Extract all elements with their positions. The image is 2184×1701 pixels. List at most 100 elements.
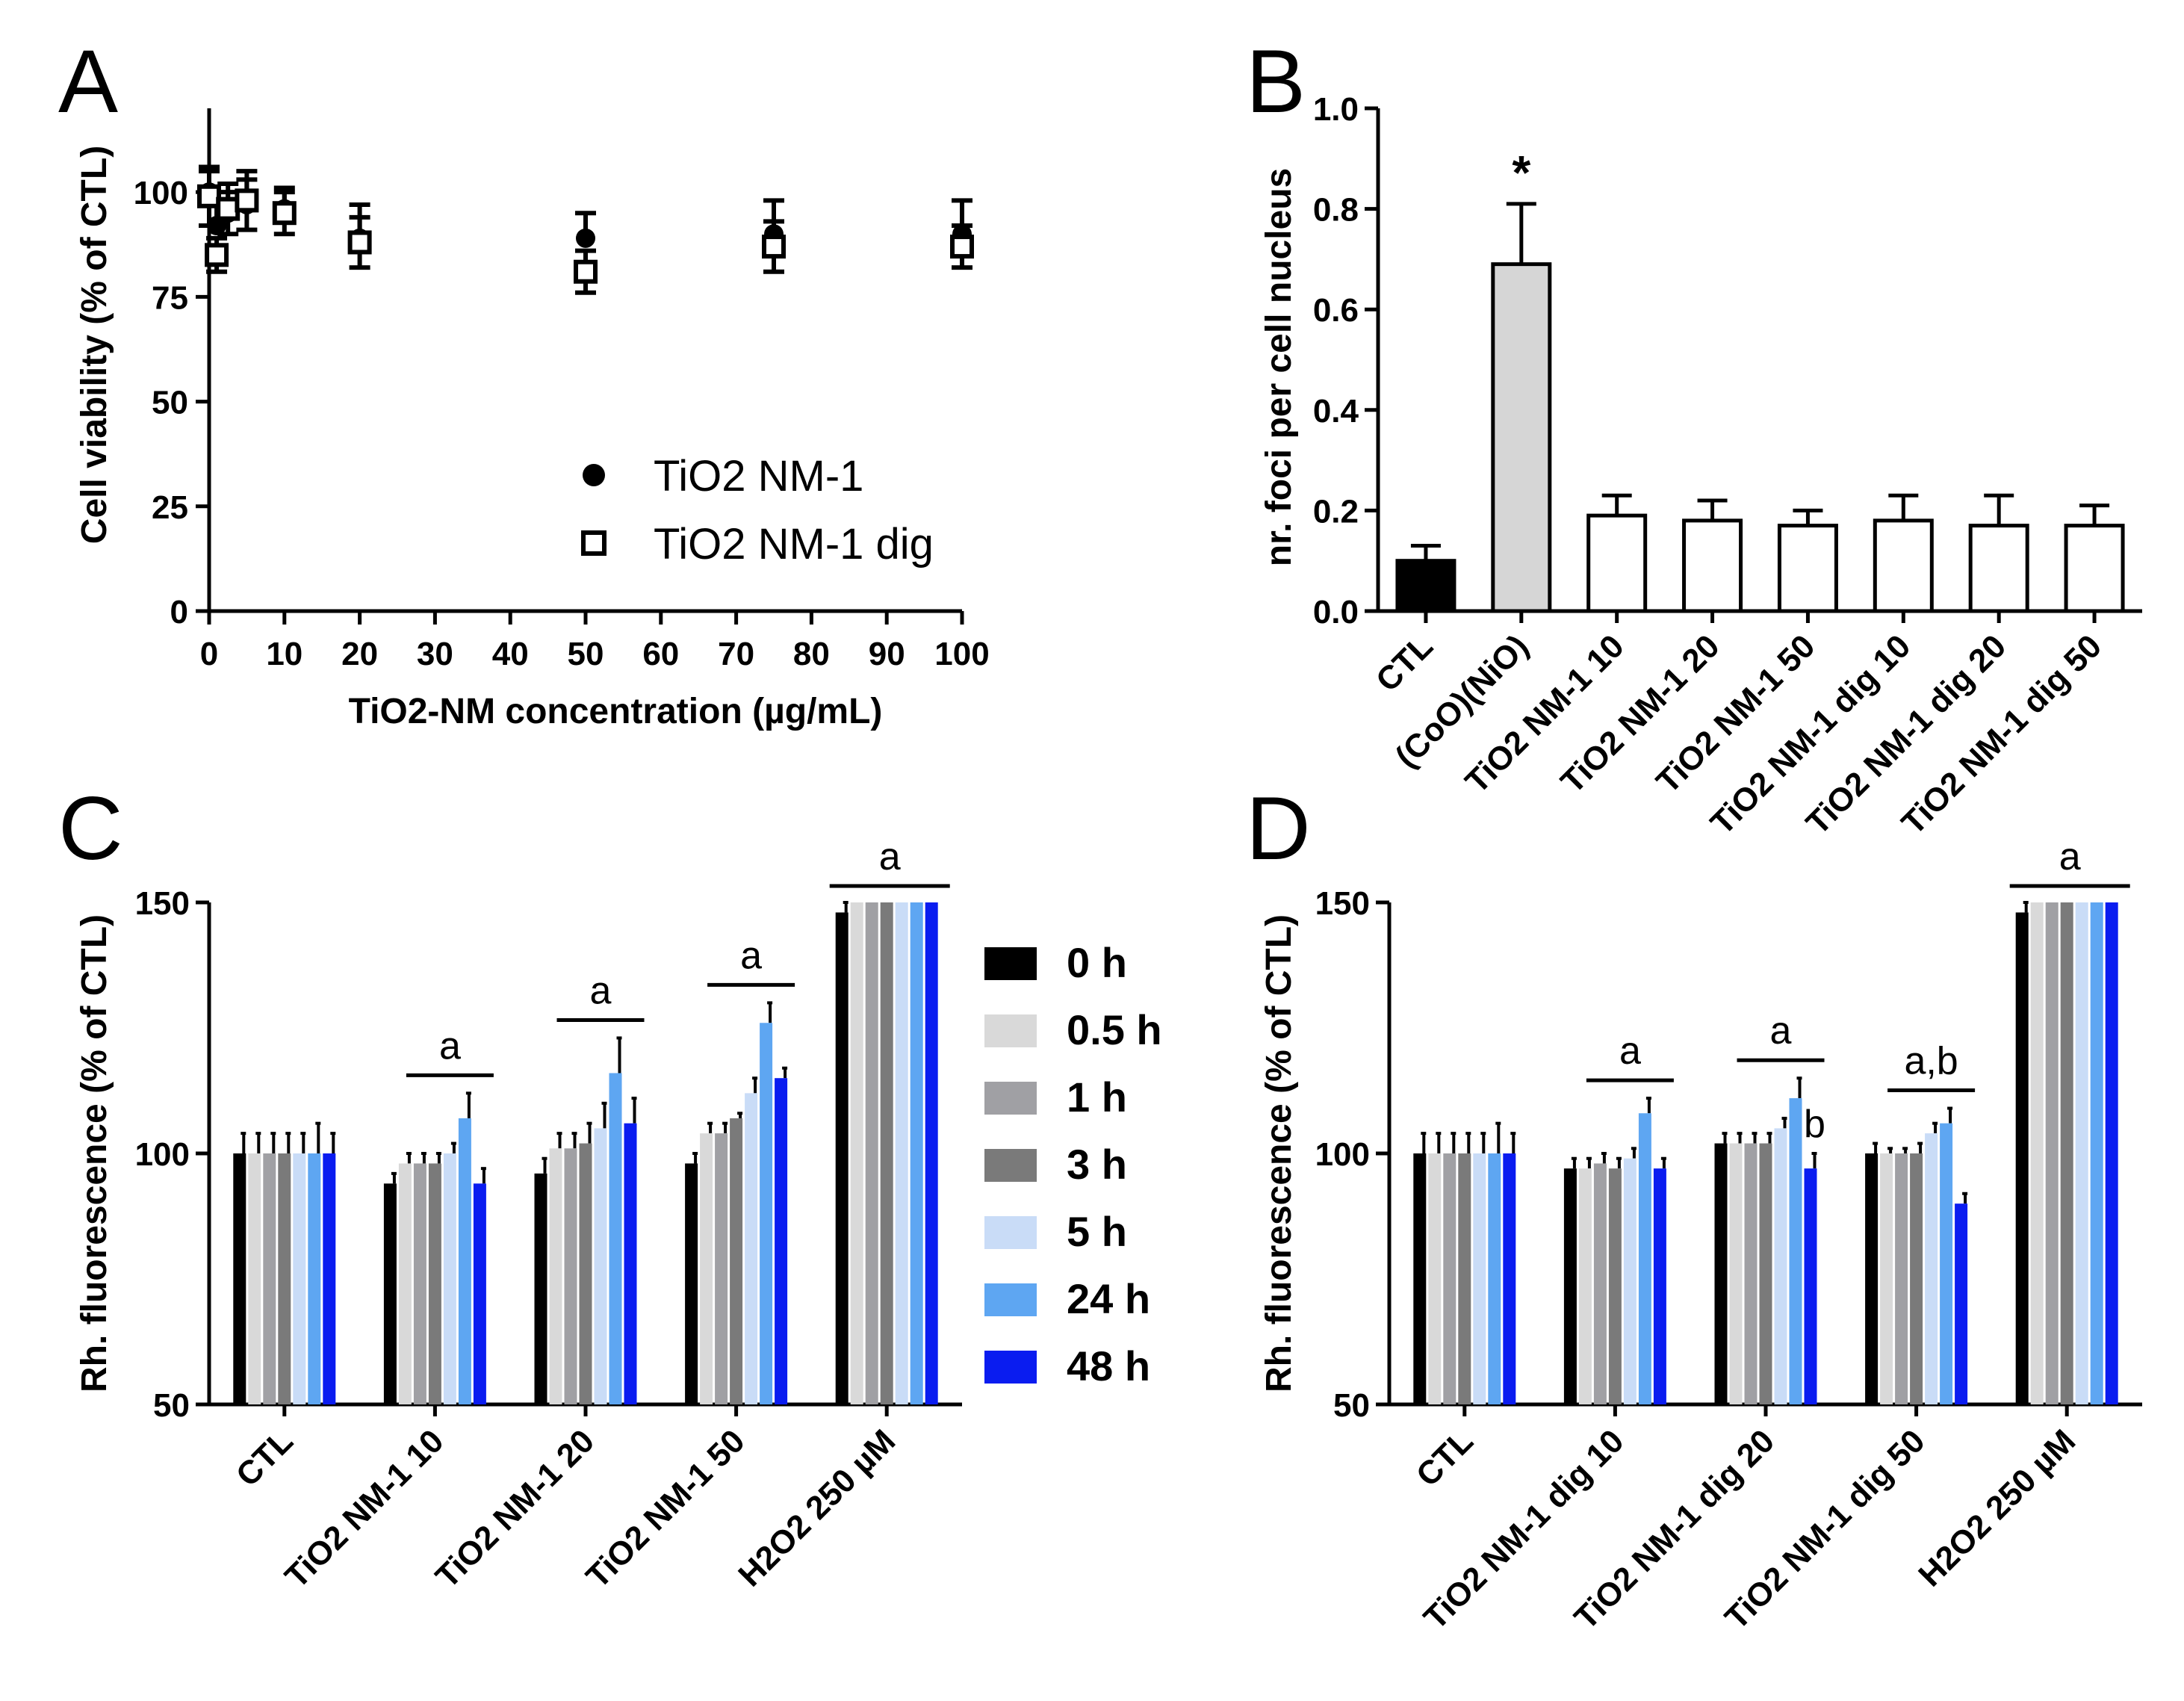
significance-letter: a	[2059, 835, 2081, 879]
legend-marker-nm1-dig	[581, 530, 607, 556]
bar-5h	[745, 1093, 758, 1404]
x-tick-label: H2O2 250 µM	[1911, 1422, 2082, 1593]
x-tick-label: CTL	[1409, 1422, 1480, 1493]
legend-label-nm1-dig: TiO2 NM-1 dig	[654, 520, 934, 568]
x-axis-title: TiO2-NM concentration (µg/mL)	[349, 692, 883, 731]
y-axis-title: Cell viability (% of CTL)	[75, 146, 114, 544]
data-point-nm1-dig	[205, 243, 229, 267]
bar-48h	[624, 1123, 637, 1404]
significance-letter: a	[740, 934, 762, 977]
bar-1h	[2045, 902, 2059, 1404]
bar-0h	[1413, 1153, 1427, 1404]
panel-b-foci-bar-chart: B 0.0 0.2 0.4 0.6 0.8 1.0 nr. foci per cell nuc…	[1246, 31, 2142, 842]
bar-24h	[1488, 1153, 1501, 1404]
bar-3h	[880, 902, 893, 1404]
bar-5h	[443, 1153, 456, 1404]
x-tick-label: CTL	[1369, 628, 1440, 698]
legend-swatch	[984, 1216, 1037, 1249]
significance-letter: a	[1619, 1029, 1641, 1073]
bar-1h	[715, 1133, 728, 1404]
bar	[1968, 524, 2029, 613]
y-tick-label: 100	[1315, 1136, 1370, 1173]
bar	[1395, 559, 1456, 613]
y-tick-label: 50	[1333, 1387, 1370, 1424]
bar-5h	[2075, 902, 2088, 1404]
x-tick-label: 0	[200, 636, 218, 672]
bar-1h	[1593, 1163, 1607, 1404]
bar-48h	[1503, 1153, 1516, 1404]
x-tick-label: 40	[492, 636, 529, 672]
y-tick-label: 25	[152, 489, 188, 526]
panel-label-d: D	[1246, 778, 1311, 879]
x-tick-label: H2O2 250 µM	[731, 1422, 902, 1593]
bar	[1682, 518, 1743, 613]
bar-5h	[293, 1153, 306, 1404]
legend-label: 1 h	[1067, 1073, 1127, 1121]
panel-a-viability-scatter: A 0 25 50 75 100 0 10 20 30 40 50 60 70 80 90 100 TiO2-NM…	[58, 31, 990, 731]
bar-0.5h	[1578, 1168, 1592, 1404]
y-tick-label: 0.2	[1313, 493, 1359, 530]
y-tick-label: 150	[135, 885, 190, 922]
legend-swatch	[984, 947, 1037, 980]
legend-label: 24 h	[1067, 1275, 1150, 1322]
bar-5h	[1473, 1153, 1486, 1404]
data-point-nm1-dig	[574, 259, 598, 284]
data-point-nm1-dig	[216, 196, 241, 221]
bar-48h	[1653, 1168, 1666, 1404]
bar-0h	[233, 1153, 246, 1404]
bar-1h	[263, 1153, 276, 1404]
data-point-nm1-dig	[272, 201, 297, 226]
y-axis-title: nr. foci per cell nucleus	[1259, 168, 1299, 567]
bar-0.5h	[850, 902, 863, 1404]
y-tick-label: 100	[134, 175, 188, 211]
bar-3h	[278, 1153, 291, 1404]
y-tick-label: 150	[1315, 885, 1370, 922]
panel-label-b: B	[1246, 31, 1306, 131]
legend-swatch	[984, 1351, 1037, 1384]
bar-0h	[835, 912, 849, 1404]
x-tick-label: 70	[718, 636, 754, 672]
x-tick-label: TiO2 NM-1 50	[579, 1422, 751, 1595]
bar-0h	[1714, 1143, 1728, 1404]
bar-0.5h	[2030, 902, 2044, 1404]
bar-0h	[685, 1163, 698, 1404]
bar-0.5h	[1428, 1153, 1442, 1404]
y-tick-label: 0.6	[1313, 292, 1359, 329]
y-tick-label: 0.0	[1313, 594, 1359, 630]
legend-swatch	[984, 1283, 1037, 1316]
x-tick-label: CTL	[229, 1422, 300, 1493]
significance-asterisk: *	[1512, 146, 1530, 199]
y-tick-label: 50	[152, 385, 188, 421]
x-tick-label: 60	[642, 636, 679, 672]
bar-3h	[730, 1118, 743, 1404]
bar	[1491, 262, 1552, 613]
significance-letter-b: b	[1804, 1103, 1825, 1146]
significance-letter: a	[879, 835, 901, 879]
data-point-nm1-dig	[950, 235, 974, 259]
x-tick-label: 90	[869, 636, 905, 672]
bar-48h	[775, 1078, 788, 1404]
bar-3h	[579, 1143, 592, 1404]
bar-24h	[910, 902, 923, 1404]
bar-0h	[383, 1183, 397, 1404]
bar-48h	[323, 1153, 336, 1404]
legend-swatch	[984, 1149, 1037, 1182]
bar-1h	[1744, 1143, 1758, 1404]
data-point-nm1-dig	[347, 230, 372, 255]
bar-5h	[1623, 1158, 1637, 1404]
bar-3h	[1608, 1168, 1622, 1404]
legend-swatch	[984, 1082, 1037, 1115]
bar	[1586, 513, 1648, 613]
bar	[2064, 524, 2125, 613]
legend-label: 48 h	[1067, 1342, 1150, 1389]
y-tick-label: 100	[135, 1136, 190, 1173]
significance-letter: a	[439, 1024, 461, 1068]
bar-3h	[1910, 1153, 1923, 1404]
bar-3h	[1759, 1143, 1772, 1404]
bar	[1777, 524, 1838, 613]
bar-3h	[1458, 1153, 1471, 1404]
bar-0.5h	[248, 1153, 261, 1404]
